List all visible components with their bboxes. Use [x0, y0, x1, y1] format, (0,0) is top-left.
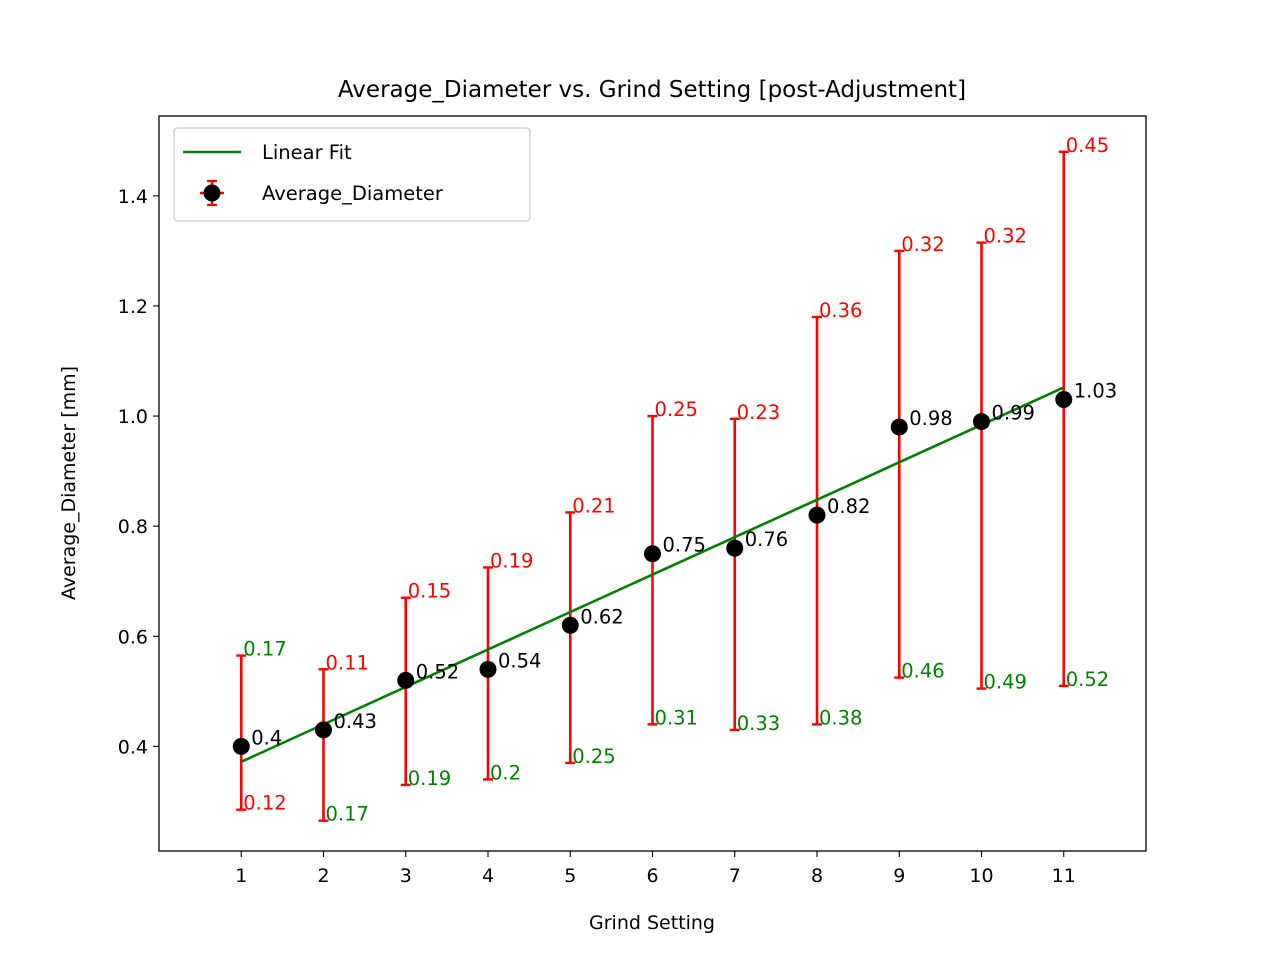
upper-error-label: 0.11 — [326, 651, 369, 674]
data-value-label: 0.52 — [416, 660, 459, 683]
data-point — [232, 737, 250, 755]
data-value-label: 0.54 — [498, 649, 541, 672]
lower-error-label: 0.46 — [901, 660, 944, 683]
lower-error-label: 0.33 — [737, 712, 780, 735]
data-value-label: 0.98 — [909, 407, 952, 430]
lower-error-label: 0.25 — [572, 745, 615, 768]
lower-error-label: 0.49 — [984, 671, 1027, 694]
x-tick-label: 5 — [564, 865, 576, 887]
lower-error-label: 0.17 — [326, 803, 369, 826]
data-point — [397, 671, 415, 689]
data-point — [479, 660, 497, 678]
data-value-label: 0.4 — [251, 726, 282, 749]
data-value-label: 0.76 — [745, 528, 788, 551]
y-tick-label: 0.6 — [118, 626, 148, 648]
y-tick-label: 1.2 — [118, 296, 148, 318]
data-point — [808, 506, 826, 524]
upper-error-label: 0.32 — [901, 233, 944, 256]
x-tick-label: 7 — [729, 865, 741, 887]
upper-error-label: 0.15 — [408, 580, 451, 603]
data-point — [315, 721, 332, 739]
legend-label-linear-fit: Linear Fit — [262, 141, 352, 164]
y-tick-label: 0.4 — [118, 736, 148, 758]
chart-title: Average_Diameter vs. Grind Setting [post… — [338, 77, 966, 103]
upper-error-label: 0.23 — [737, 401, 780, 424]
lower-error-label: 0.52 — [1066, 668, 1109, 691]
x-tick-label: 9 — [893, 865, 905, 887]
data-point — [644, 545, 661, 563]
upper-error-label: 0.19 — [490, 549, 533, 572]
legend-marker-swatch — [203, 184, 221, 202]
lower-error-label: 0.2 — [490, 761, 521, 784]
data-point — [890, 418, 908, 436]
x-tick-label: 2 — [317, 865, 329, 887]
linear-fit-line — [240, 386, 1065, 763]
data-value-label: 0.82 — [827, 495, 870, 518]
x-tick-label: 3 — [400, 865, 412, 887]
data-point — [726, 539, 744, 557]
upper-error-label: 0.17 — [243, 638, 286, 661]
x-tick-label: 4 — [482, 865, 494, 887]
upper-error-label: 0.45 — [1066, 134, 1109, 157]
data-value-label: 0.99 — [992, 402, 1035, 425]
lower-error-label: 0.12 — [243, 792, 286, 815]
y-axis-label: Average_Diameter [mm] — [58, 366, 80, 600]
x-tick-label: 1 — [235, 865, 247, 887]
data-value-label: 1.03 — [1074, 380, 1117, 403]
legend: Linear Fit Average_Diameter — [173, 127, 531, 222]
x-tick-label: 6 — [646, 865, 658, 887]
y-tick-label: 1.0 — [118, 406, 148, 428]
y-tick-label: 1.4 — [118, 186, 148, 208]
data-value-label: 0.62 — [580, 605, 623, 628]
data-point — [1055, 391, 1073, 409]
legend-box — [173, 127, 531, 222]
lower-error-label: 0.38 — [819, 706, 862, 729]
x-tick-label: 10 — [969, 865, 993, 887]
lower-error-label: 0.31 — [655, 706, 698, 729]
x-axis-label: Grind Setting — [589, 912, 715, 934]
lower-error-label: 0.19 — [408, 767, 451, 790]
data-point — [973, 413, 990, 431]
y-tick-label: 0.8 — [118, 516, 148, 538]
x-tick-label: 11 — [1052, 865, 1076, 887]
upper-error-label: 0.21 — [572, 494, 615, 517]
data-value-label: 0.43 — [334, 710, 377, 733]
upper-error-label: 0.25 — [655, 398, 698, 421]
data-point — [561, 616, 579, 634]
plot-area: 1 2 3 4 5 6 7 8 9 10 11 0.4 0.6 0.8 1.0 1.2 1.4 0.4 0.17 0.… — [118, 115, 1147, 887]
legend-label-average-diameter: Average_Diameter — [262, 182, 444, 205]
data-value-label: 0.75 — [663, 534, 706, 557]
upper-error-label: 0.36 — [819, 299, 862, 322]
upper-error-label: 0.32 — [984, 225, 1027, 248]
x-tick-label: 8 — [811, 865, 823, 887]
